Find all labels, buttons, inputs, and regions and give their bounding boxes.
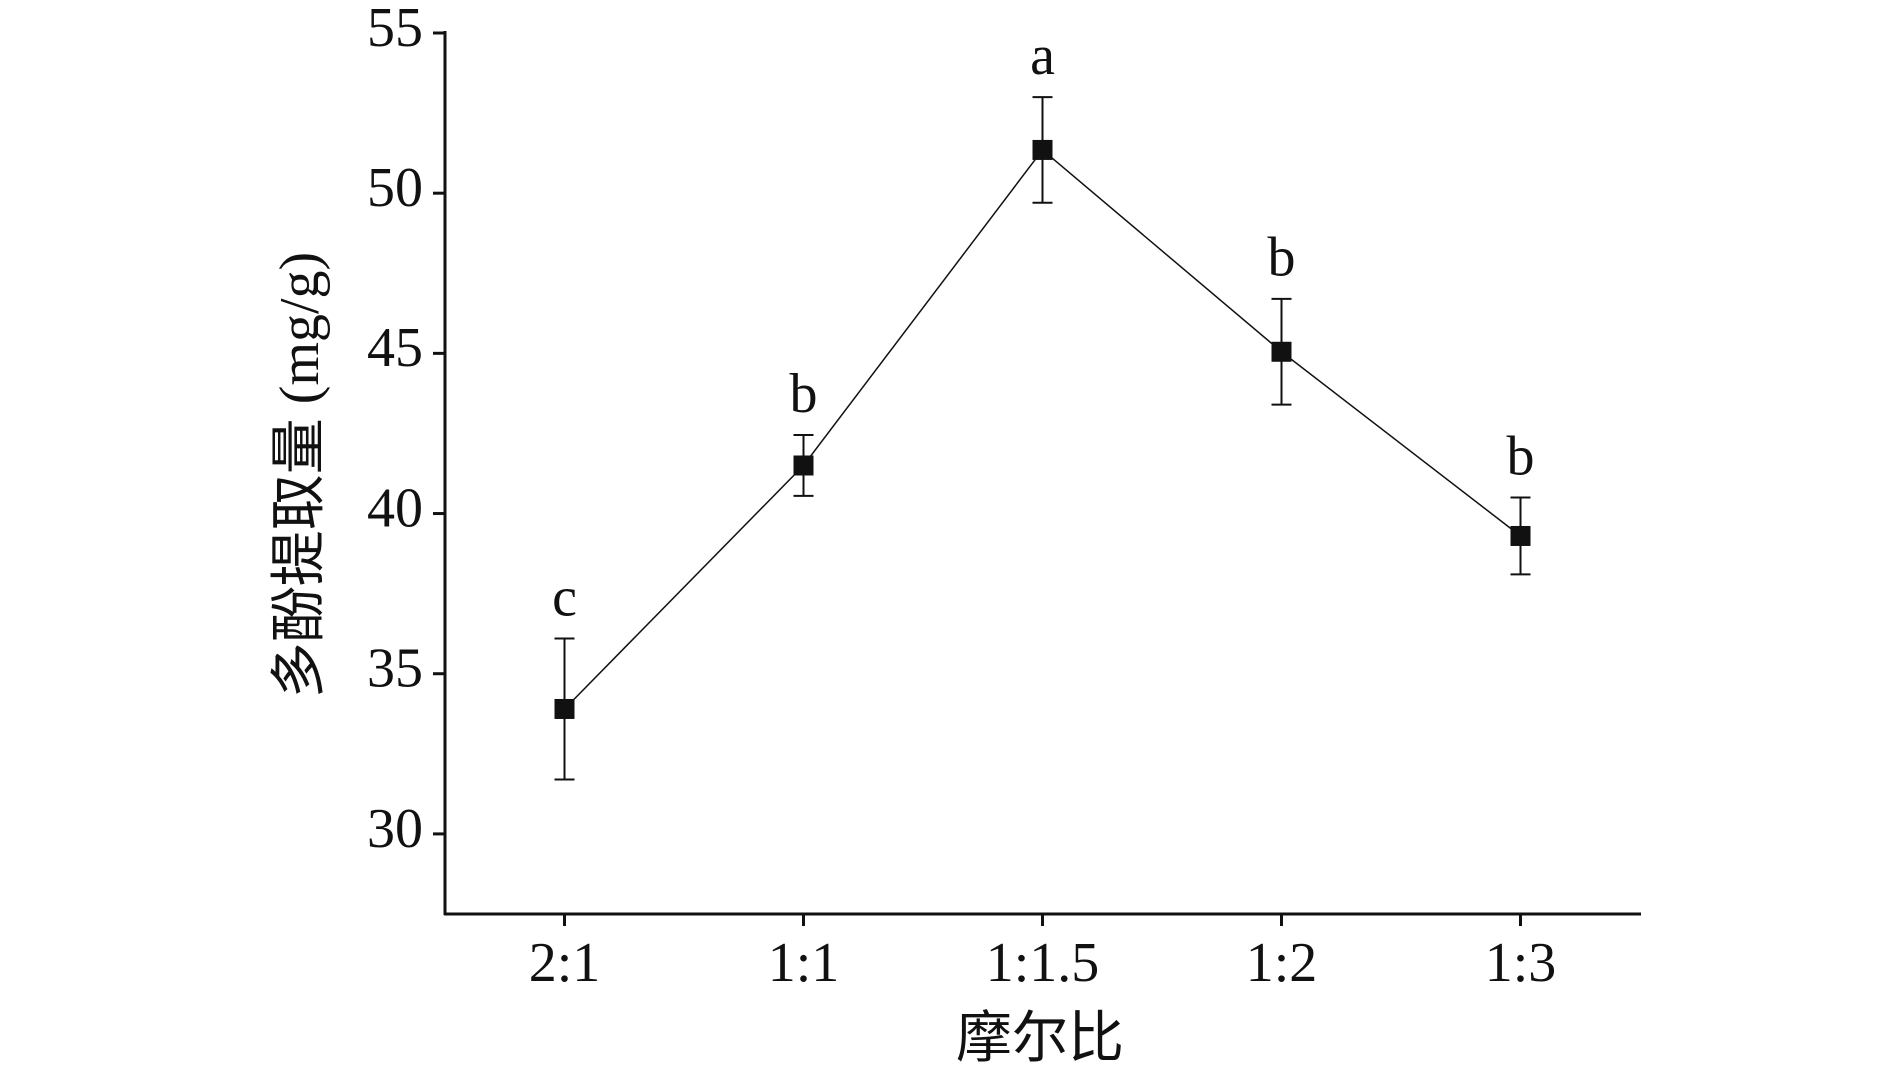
annotation: b bbox=[790, 363, 818, 425]
x-tick-label: 1:1.5 bbox=[986, 932, 1100, 994]
line bbox=[563, 148, 1521, 710]
x-tick-label: 1:2 bbox=[1246, 932, 1318, 994]
marker bbox=[1271, 341, 1292, 362]
y-tick-label: 55 bbox=[367, 0, 423, 59]
marker bbox=[554, 698, 575, 719]
y-axis-label: 多酚提取量 (mg/g) bbox=[269, 252, 331, 698]
annotation: a bbox=[1030, 25, 1055, 87]
y-tick-label: 40 bbox=[367, 477, 423, 539]
x-tick-label: 1:1 bbox=[768, 932, 840, 994]
y-tick-label: 50 bbox=[367, 157, 423, 219]
y-tick-label: 35 bbox=[367, 638, 423, 700]
x-tick-label: 2:1 bbox=[529, 932, 601, 994]
y-tick-label: 45 bbox=[367, 317, 423, 379]
marker bbox=[1032, 139, 1053, 160]
marker bbox=[1510, 525, 1531, 546]
x-axis-label: 摩尔比 bbox=[956, 1008, 1124, 1070]
y-tick-label: 30 bbox=[367, 798, 423, 860]
annotation: b bbox=[1507, 425, 1535, 487]
annotation: c bbox=[552, 566, 577, 628]
annotation: b bbox=[1268, 227, 1296, 289]
x-tick-label: 1:3 bbox=[1485, 932, 1557, 994]
marker bbox=[793, 455, 814, 476]
